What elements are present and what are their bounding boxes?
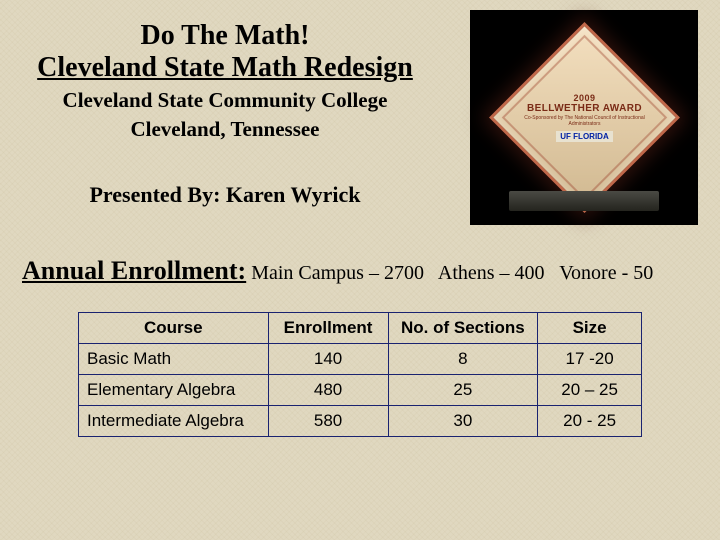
cell: Elementary Algebra xyxy=(79,375,269,406)
award-main: BELLWETHER AWARD xyxy=(527,103,642,114)
presented-by: Presented By: Karen Wyrick xyxy=(30,182,420,208)
cell: 20 - 25 xyxy=(538,406,642,437)
award-plaque: 2009 BELLWETHER AWARD Co-Sponsored by Th… xyxy=(489,22,680,213)
subtitle-line-1: Cleveland State Community College xyxy=(30,88,420,113)
award-text-block: 2009 BELLWETHER AWARD Co-Sponsored by Th… xyxy=(520,53,649,182)
cell: Intermediate Algebra xyxy=(79,406,269,437)
cell: 580 xyxy=(268,406,388,437)
subtitle-line-2: Cleveland, Tennessee xyxy=(30,117,420,142)
title-line-2: Cleveland State Math Redesign xyxy=(30,52,420,84)
enrollment-table: Course Enrollment No. of Sections Size B… xyxy=(78,312,642,437)
col-sections: No. of Sections xyxy=(388,313,538,344)
col-size: Size xyxy=(538,313,642,344)
enrollment-line: Annual Enrollment: Main Campus – 2700 At… xyxy=(22,256,720,286)
table-row: Intermediate Algebra 580 30 20 - 25 xyxy=(79,406,642,437)
header-block: Do The Math! Cleveland State Math Redesi… xyxy=(0,0,420,208)
table-row: Elementary Algebra 480 25 20 – 25 xyxy=(79,375,642,406)
cell: Basic Math xyxy=(79,344,269,375)
cell: 17 -20 xyxy=(538,344,642,375)
cell: 25 xyxy=(388,375,538,406)
campus-1: Athens – 400 xyxy=(438,262,545,284)
col-enrollment: Enrollment xyxy=(268,313,388,344)
enroll-heading: Annual Enrollment: xyxy=(22,256,246,285)
cell: 8 xyxy=(388,344,538,375)
award-sub: Co-Sponsored by The National Council of … xyxy=(520,116,649,127)
cell: 480 xyxy=(268,375,388,406)
col-course: Course xyxy=(79,313,269,344)
cell: 20 – 25 xyxy=(538,375,642,406)
table-row: Basic Math 140 8 17 -20 xyxy=(79,344,642,375)
award-uf: UF FLORIDA xyxy=(556,131,612,142)
award-base xyxy=(509,191,659,211)
award-year: 2009 xyxy=(573,93,595,103)
award-photo: 2009 BELLWETHER AWARD Co-Sponsored by Th… xyxy=(470,10,698,225)
table-header-row: Course Enrollment No. of Sections Size xyxy=(79,313,642,344)
campus-2: Vonore - 50 xyxy=(559,262,653,284)
title-line-1: Do The Math! xyxy=(30,20,420,52)
cell: 30 xyxy=(388,406,538,437)
campus-0: Main Campus – 2700 xyxy=(251,262,424,284)
cell: 140 xyxy=(268,344,388,375)
